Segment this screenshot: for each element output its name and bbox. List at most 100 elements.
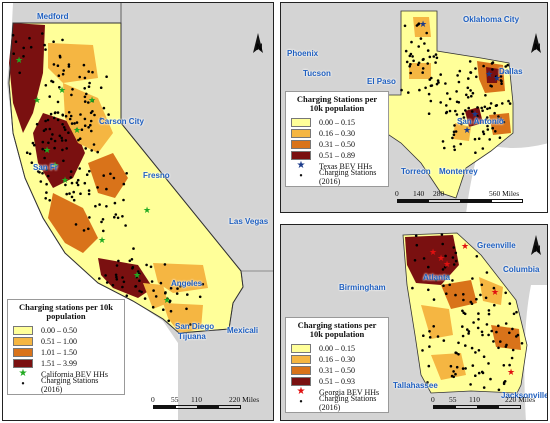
charging-station-dot — [88, 169, 91, 173]
charging-station-dot — [83, 87, 86, 90]
charging-station-dot — [505, 343, 508, 347]
charging-station-dot — [439, 101, 442, 104]
charging-station-dot — [488, 138, 491, 141]
charging-station-dot — [87, 227, 90, 231]
charging-station-dot — [22, 46, 26, 50]
charging-station-dot — [130, 258, 134, 261]
charging-station-dot — [495, 104, 499, 107]
charging-station-dot — [56, 118, 60, 122]
charging-station-dot — [424, 86, 427, 90]
texas-scale-bar: 0 140 280 560 Miles — [395, 189, 537, 203]
charging-station-dot — [88, 81, 91, 85]
charging-station-dot — [482, 132, 486, 136]
charging-station-dot — [443, 146, 446, 150]
charging-station-dot — [44, 84, 48, 87]
charging-station-dot — [482, 64, 485, 68]
charging-station-dot — [11, 33, 15, 37]
charging-station-dot — [415, 243, 419, 247]
charging-station-dot — [482, 355, 486, 358]
charging-station-dot — [87, 101, 90, 104]
charging-station-dot — [457, 341, 460, 345]
north-arrow: N — [527, 31, 545, 59]
legend-stations: • Charging Stations (2016) — [291, 394, 383, 412]
charging-station-dot — [451, 136, 454, 140]
charging-station-dot — [48, 199, 51, 202]
georgia-map: ★★★★★★ — [281, 225, 547, 420]
charging-station-dot — [421, 58, 425, 61]
city-label-columbia: Columbia — [503, 265, 540, 274]
charging-station-dot — [454, 251, 458, 255]
central-coast-counties — [48, 193, 98, 253]
charging-station-dot — [87, 126, 90, 129]
charging-station-dot — [49, 112, 53, 116]
charging-station-dot — [69, 170, 73, 173]
charging-station-dot — [430, 84, 434, 87]
charging-station-dot — [417, 45, 420, 48]
charging-station-dot — [29, 45, 33, 49]
charging-station-dot — [476, 106, 479, 109]
charging-station-dot — [412, 59, 415, 63]
charging-station-dot — [100, 220, 103, 224]
charging-station-dot — [409, 63, 412, 66]
charging-station-dot — [107, 113, 110, 116]
bev-household-star: ★ — [429, 248, 437, 258]
charging-station-dot — [60, 136, 63, 140]
charging-station-dot — [441, 268, 445, 271]
charging-station-dot — [62, 126, 66, 129]
charging-station-dot — [65, 147, 68, 150]
charging-station-dot — [464, 367, 467, 370]
star-icon: ★ — [296, 386, 306, 398]
legend-class-2: 0.51 – 1.00 — [13, 336, 119, 347]
bev-household-star: ★ — [497, 116, 505, 126]
charging-station-dot — [442, 284, 445, 287]
charging-station-dot — [65, 192, 68, 196]
charging-station-dot — [105, 281, 109, 284]
charging-station-dot — [56, 64, 60, 67]
charging-station-dot — [450, 374, 454, 378]
charging-station-dot — [78, 167, 81, 170]
charging-station-dot — [411, 55, 414, 58]
charging-station-dot — [62, 69, 65, 72]
charging-station-dot — [138, 279, 141, 283]
south-ga-counties — [431, 353, 466, 380]
legend-class-1: 0.00 – 0.50 — [13, 325, 119, 336]
charging-station-dot — [68, 192, 71, 195]
legend-title: Charging stations per 10k population — [18, 302, 114, 322]
legend-class-1: 0.00 – 0.15 — [291, 117, 383, 128]
charging-station-dot — [486, 128, 490, 131]
charging-station-dot — [116, 216, 120, 220]
charging-station-dot — [105, 187, 108, 191]
california-legend: Charging stations per 10k population 0.0… — [7, 299, 125, 395]
charging-station-dot — [61, 72, 65, 76]
charging-station-dot — [445, 276, 448, 279]
charging-station-dot — [149, 265, 153, 269]
charging-station-dot — [409, 52, 413, 56]
charging-station-dot — [80, 128, 84, 131]
charging-station-dot — [454, 372, 457, 376]
charging-station-dot — [104, 274, 107, 277]
charging-station-dot — [87, 70, 90, 73]
charging-station-dot — [164, 291, 167, 294]
charging-station-dot — [52, 63, 56, 66]
charging-station-dot — [82, 229, 86, 232]
georgia-scale-bar: 0 55 110 220 Miles — [431, 395, 535, 409]
city-label-dallas: Dallas — [499, 67, 523, 76]
charging-station-dot — [78, 75, 81, 79]
charging-station-dot — [471, 91, 475, 95]
charging-station-dot — [41, 172, 44, 175]
bev-households-tx: ★ ★★★★★ — [419, 20, 505, 136]
charging-station-dot — [70, 93, 73, 97]
charging-station-dot — [441, 242, 444, 246]
charging-station-dot — [444, 82, 447, 85]
charging-station-dot — [445, 104, 448, 107]
charging-station-dot — [53, 111, 57, 115]
charging-station-dot — [121, 276, 124, 279]
charging-station-dot — [481, 147, 485, 150]
legend-bev: ★ Texas BEV HHs — [291, 161, 383, 172]
charging-station-dot — [466, 86, 470, 90]
charging-station-dot — [487, 312, 491, 316]
charging-station-dot — [484, 118, 488, 121]
charging-station-dot — [475, 255, 479, 258]
charging-station-dot — [109, 172, 112, 176]
city-label-el-paso: El Paso — [367, 77, 396, 86]
